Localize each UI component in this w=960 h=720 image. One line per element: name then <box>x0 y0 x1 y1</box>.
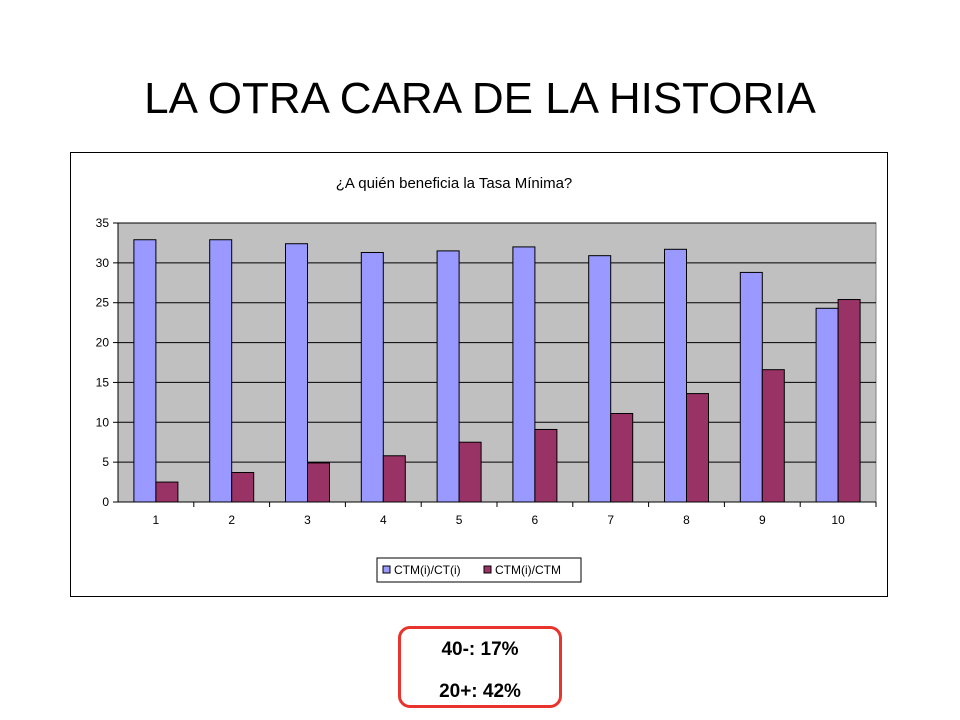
x-tick-label: 8 <box>683 513 690 527</box>
bar-ctm-ct-3 <box>285 243 308 503</box>
bar-ctm-8 <box>686 393 709 503</box>
bar-ctm-ct-7 <box>588 255 612 503</box>
stats-line-2: 20+: 42% <box>439 681 521 702</box>
legend <box>376 557 582 583</box>
bar-ctm-ct-1 <box>133 239 157 503</box>
bar-ctm-7 <box>610 413 634 503</box>
legend-label-1: CTM(i)/CT(i) <box>394 563 461 577</box>
bar-ctm-3 <box>307 462 330 503</box>
bar-ctm-ct-5 <box>436 250 460 503</box>
x-tick-label: 4 <box>380 513 387 527</box>
bar-chart: ¿A quién beneficia la Tasa Mínima?051015… <box>96 175 877 583</box>
y-tick-label: 20 <box>96 336 110 350</box>
x-tick-label: 3 <box>304 513 311 527</box>
bar-ctm-9 <box>761 369 785 503</box>
bar-ctm-ct-4 <box>360 251 384 503</box>
bar-ctm-4 <box>382 455 406 503</box>
stats-line-1: 40-: 17% <box>441 639 519 660</box>
bar-ctm-1 <box>155 481 179 503</box>
stats-highlight-box: 40-: 17% 20+: 42% <box>398 626 562 708</box>
slide-title: LA OTRA CARA DE LA HISTORIA <box>144 74 816 123</box>
bar-ctm-ct-2 <box>209 239 233 503</box>
bar-ctm-ct-9 <box>739 271 763 503</box>
legend-swatch-2 <box>483 565 492 574</box>
legend-label-2: CTM(i)/CTM <box>495 563 561 577</box>
y-tick-label: 5 <box>102 455 109 469</box>
bar-ctm-6 <box>534 428 558 503</box>
y-tick-label: 0 <box>102 495 109 509</box>
y-tick-label: 10 <box>96 415 110 429</box>
bar-ctm-2 <box>231 472 255 503</box>
bar-ctm-ct-8 <box>664 248 687 503</box>
y-tick-label: 25 <box>96 296 110 310</box>
x-tick-label: 10 <box>831 513 845 527</box>
y-tick-label: 30 <box>96 256 110 270</box>
x-tick-label: 6 <box>532 513 539 527</box>
bar-ctm-10 <box>837 299 861 503</box>
bar-ctm-5 <box>458 441 482 503</box>
x-tick-label: 1 <box>153 513 160 527</box>
bar-ctm-ct-6 <box>512 246 536 503</box>
y-tick-label: 15 <box>96 375 110 389</box>
legend-swatch-1 <box>382 565 391 574</box>
y-tick-label: 35 <box>96 216 110 230</box>
x-tick-label: 9 <box>759 513 766 527</box>
chart-title: ¿A quién beneficia la Tasa Mínima? <box>336 175 573 192</box>
chart-frame: ¿A quién beneficia la Tasa Mínima? 0 5 10 15… <box>70 152 888 597</box>
bar-ctm-ct-10 <box>815 307 839 503</box>
x-tick-label: 5 <box>456 513 463 527</box>
x-tick-label: 2 <box>228 513 235 527</box>
x-tick-label: 7 <box>607 513 614 527</box>
